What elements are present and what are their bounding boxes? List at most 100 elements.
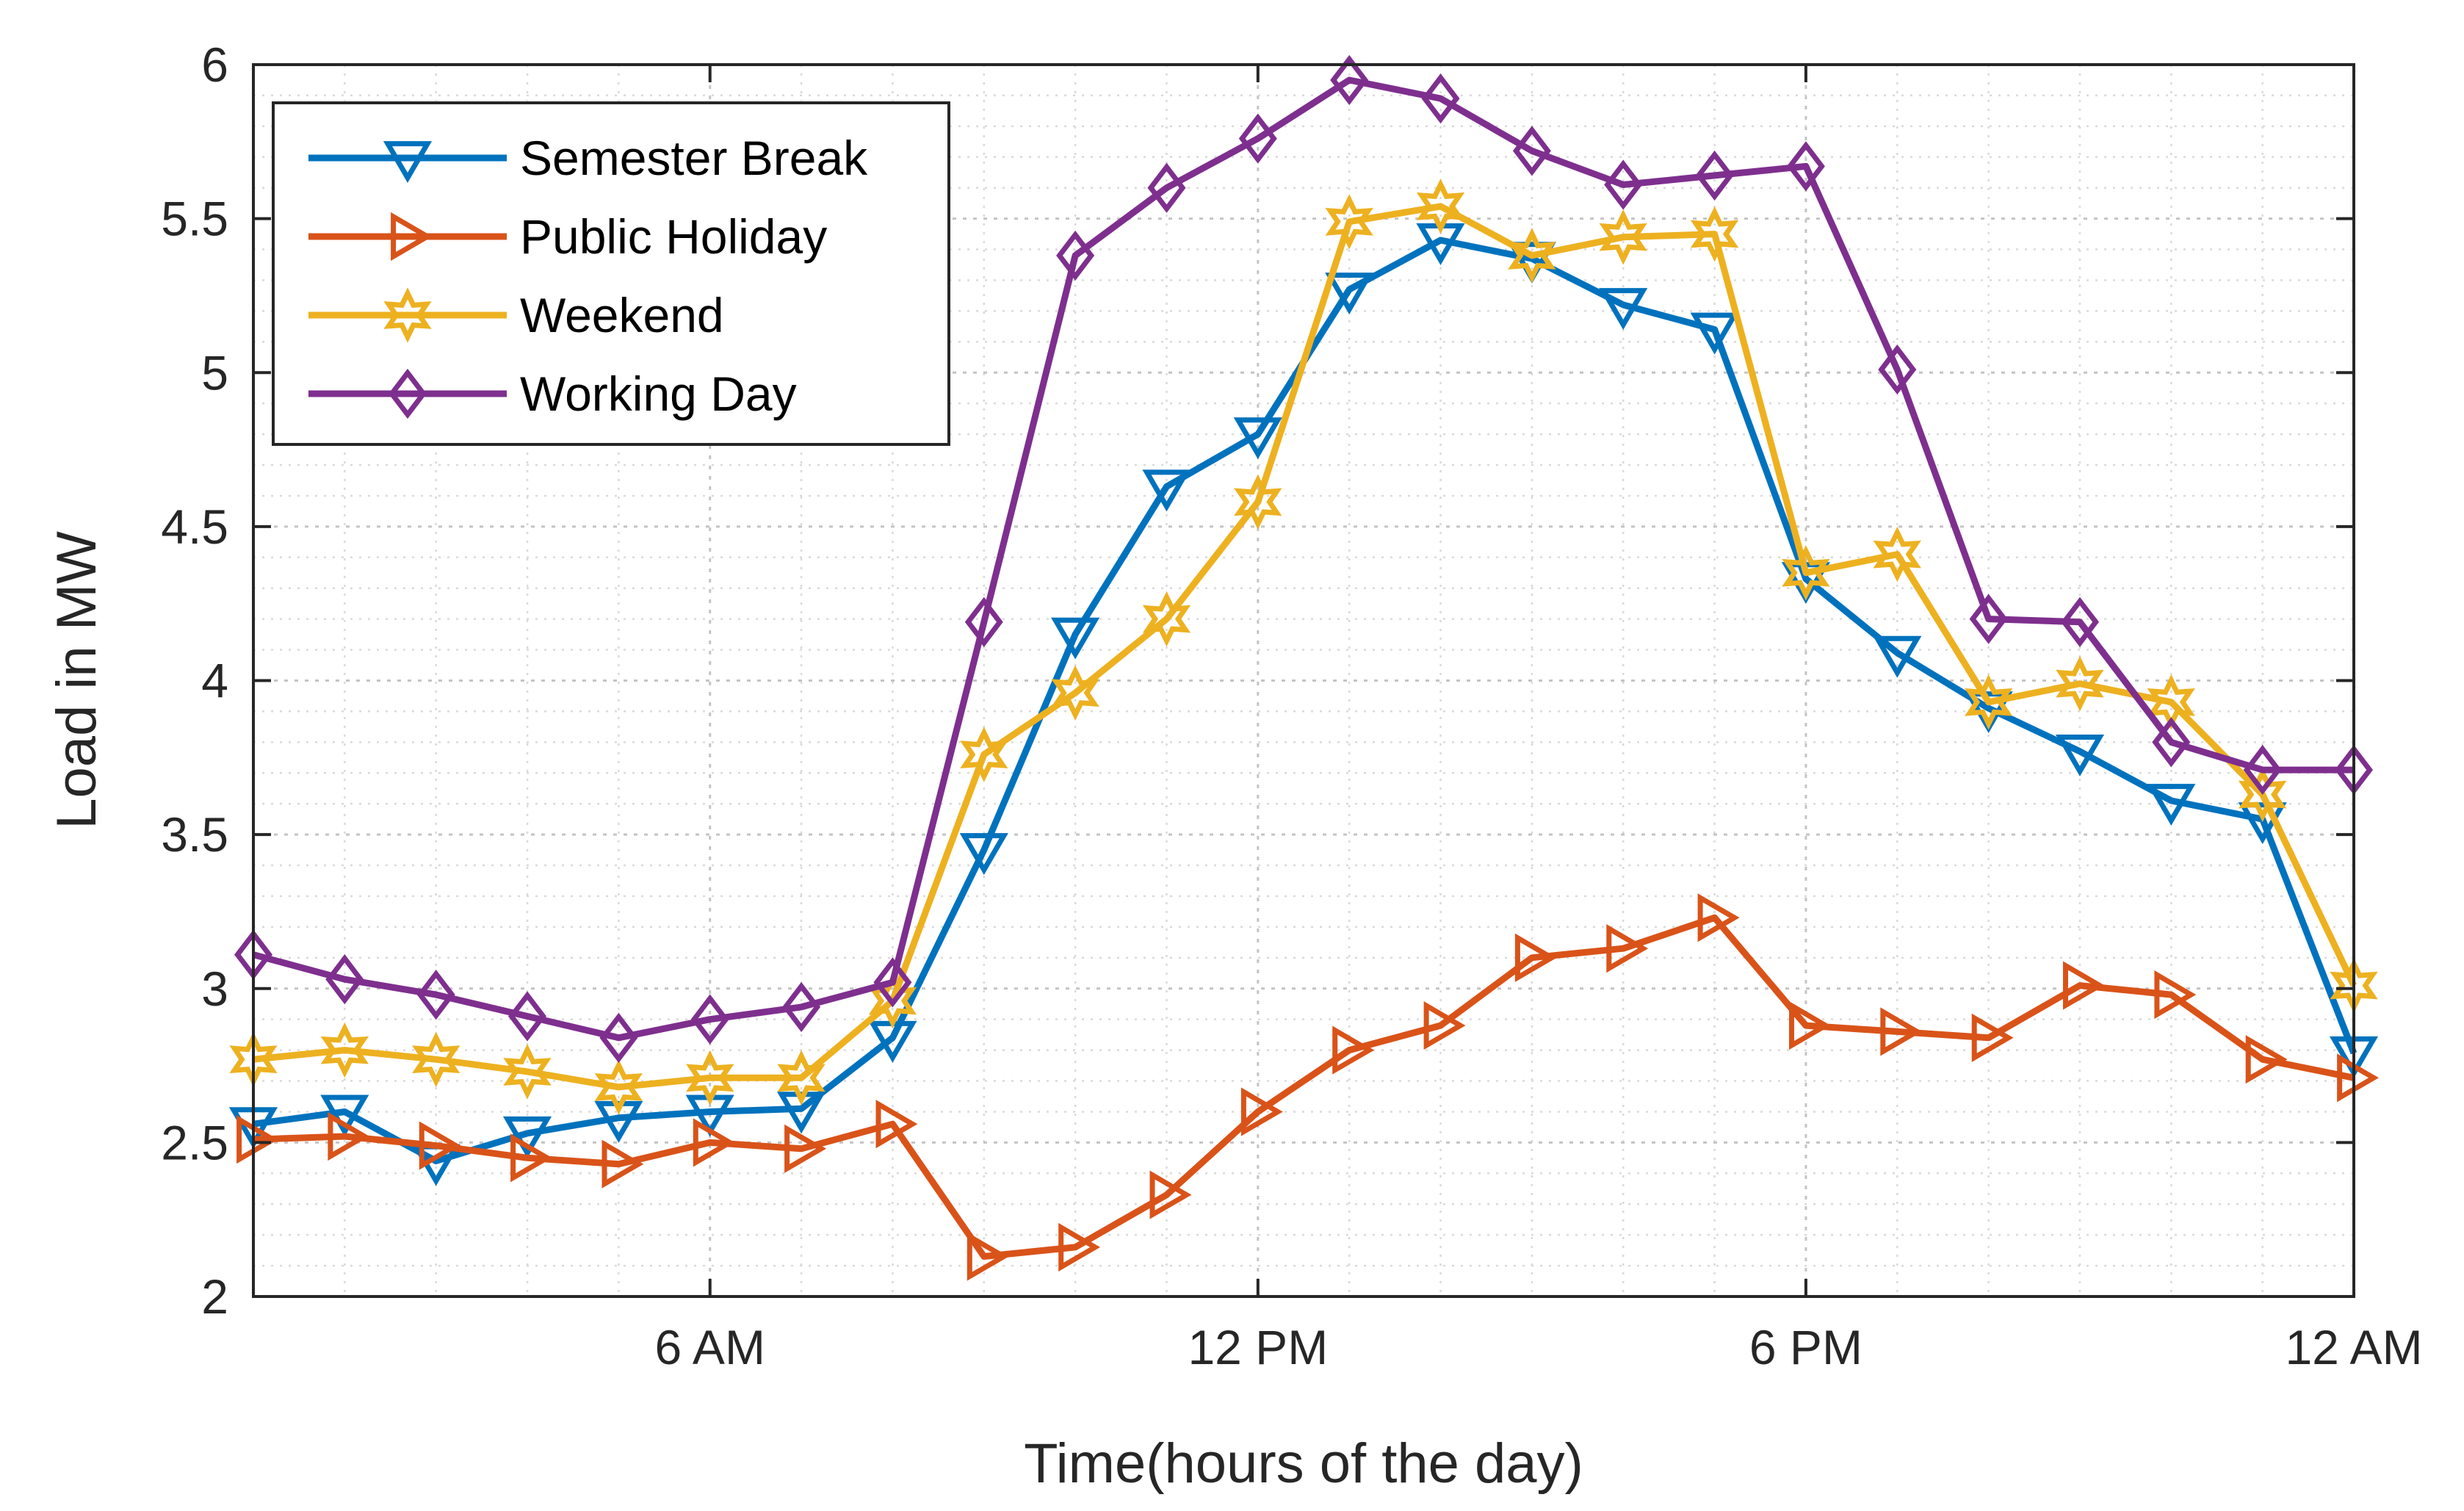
data-point-working-day <box>1695 150 1734 201</box>
legend-marker-working-day <box>389 368 427 419</box>
data-point-semester-break <box>1873 635 1922 678</box>
legend-item-working-day: Working Day <box>308 367 797 421</box>
x-tick-label: 6 AM <box>655 1320 765 1374</box>
data-point-working-day <box>2152 717 2191 768</box>
y-tick-label: 3 <box>201 962 228 1016</box>
data-point-semester-break <box>502 1116 552 1158</box>
data-point-semester-break <box>1233 417 1282 460</box>
data-point-working-day <box>1330 54 1369 106</box>
legend-marker-shape <box>391 212 433 262</box>
data-point-public-holiday <box>1149 1170 1192 1219</box>
data-point-weekend <box>594 1059 643 1115</box>
legend-marker-shape <box>383 287 432 343</box>
data-point-weekend <box>1599 209 1647 265</box>
data-point-weekend <box>686 1050 734 1106</box>
data-point-public-holiday <box>328 1111 370 1161</box>
y-axis-title: Load in MW <box>46 531 108 829</box>
data-point-working-day <box>2060 596 2100 647</box>
legend-item-weekend: Weekend <box>308 287 724 343</box>
data-point-working-day <box>1604 159 1643 210</box>
data-point-working-day <box>1786 141 1825 192</box>
legend-marker-semester-break <box>383 141 433 183</box>
data-point-weekend <box>960 726 1008 782</box>
legend-label-working-day: Working Day <box>520 367 797 421</box>
data-point-working-day <box>2243 744 2282 796</box>
data-point-working-day <box>1238 113 1277 164</box>
data-point-semester-break <box>2055 735 2105 776</box>
x-tick-label: 6 PM <box>1749 1320 1863 1374</box>
y-tick-label: 5 <box>201 345 228 400</box>
data-point-working-day <box>599 1012 638 1063</box>
series-weekend <box>229 178 2378 1115</box>
data-point-public-holiday <box>1332 1025 1375 1075</box>
legend-label-weekend: Weekend <box>520 288 724 342</box>
data-point-weekend <box>1964 674 2013 730</box>
data-point-semester-break <box>1690 312 1739 355</box>
data-point-working-day <box>1878 344 1917 395</box>
data-point-weekend <box>777 1050 825 1106</box>
y-tick-label: 6 <box>201 37 228 92</box>
data-point-public-holiday <box>1606 924 1649 973</box>
data-point-public-holiday <box>1058 1222 1101 1272</box>
data-point-public-holiday <box>601 1139 644 1189</box>
data-point-public-holiday <box>419 1121 461 1170</box>
data-point-public-holiday <box>693 1118 735 1167</box>
data-point-public-holiday <box>875 1100 918 1149</box>
data-point-working-day <box>690 994 729 1045</box>
axis-ticks: 2 2.5 3 3.5 4 4.5 5 5.5 6 6 AM 12 PM 6 PM 12 AM <box>161 37 2422 1374</box>
data-point-public-holiday <box>1423 1001 1466 1050</box>
y-tick-label: 2 <box>201 1269 228 1324</box>
data-point-public-holiday <box>1514 933 1557 982</box>
x-axis-title: Time(hours of the day) <box>1024 1432 1583 1495</box>
data-point-working-day <box>873 957 912 1008</box>
data-point-working-day <box>964 596 1003 647</box>
data-point-semester-break <box>959 833 1008 876</box>
data-point-weekend <box>412 1031 460 1087</box>
legend-marker-weekend <box>383 287 432 343</box>
data-point-weekend <box>1508 228 1556 284</box>
y-tick-label: 5.5 <box>161 192 228 246</box>
y-tick-label: 4 <box>201 654 228 708</box>
data-point-weekend <box>503 1044 552 1100</box>
grid-lines <box>253 65 2354 1297</box>
legend-label-semester-break: Semester Break <box>520 131 868 185</box>
legend-item-public-holiday: Public Holiday <box>308 209 827 264</box>
data-point-weekend <box>1142 591 1191 647</box>
data-point-working-day <box>1421 73 1460 124</box>
data-point-semester-break <box>1507 242 1556 284</box>
data-point-weekend <box>1873 526 1921 583</box>
data-point-public-holiday <box>2063 961 2105 1010</box>
data-point-public-holiday <box>2154 970 2197 1020</box>
y-tick-label: 3.5 <box>161 807 228 862</box>
x-tick-label: 12 AM <box>2285 1320 2422 1374</box>
data-point-weekend <box>320 1022 369 1078</box>
legend-marker-public-holiday <box>391 212 433 262</box>
legend-marker-shape <box>383 141 433 183</box>
data-point-working-day <box>325 954 364 1005</box>
data-point-working-day <box>507 991 547 1042</box>
data-point-semester-break <box>1325 273 1374 315</box>
y-tick-label: 2.5 <box>161 1115 228 1169</box>
data-point-public-holiday <box>1789 1001 1831 1050</box>
legend-item-semester-break: Semester Break <box>308 131 868 185</box>
data-point-weekend <box>1416 178 1465 234</box>
data-point-public-holiday <box>1971 1013 2014 1062</box>
data-point-working-day <box>1056 230 1095 281</box>
legend-label-public-holiday: Public Holiday <box>520 209 827 264</box>
data-point-working-day <box>416 970 455 1020</box>
data-point-public-holiday <box>1880 1007 1923 1056</box>
data-point-weekend <box>1782 545 1830 601</box>
y-tick-label: 4.5 <box>161 500 228 554</box>
data-point-semester-break <box>320 1095 369 1137</box>
data-point-public-holiday <box>784 1124 827 1173</box>
legend-marker-shape <box>389 368 427 419</box>
data-point-public-holiday <box>1240 1087 1283 1136</box>
data-point-semester-break <box>1142 469 1191 512</box>
data-point-public-holiday <box>510 1133 552 1183</box>
data-point-weekend <box>1325 194 1373 250</box>
data-point-public-holiday <box>2337 1053 2379 1103</box>
data-point-working-day <box>1969 594 2008 644</box>
data-point-semester-break <box>2147 784 2196 826</box>
data-point-semester-break <box>1599 288 1648 330</box>
